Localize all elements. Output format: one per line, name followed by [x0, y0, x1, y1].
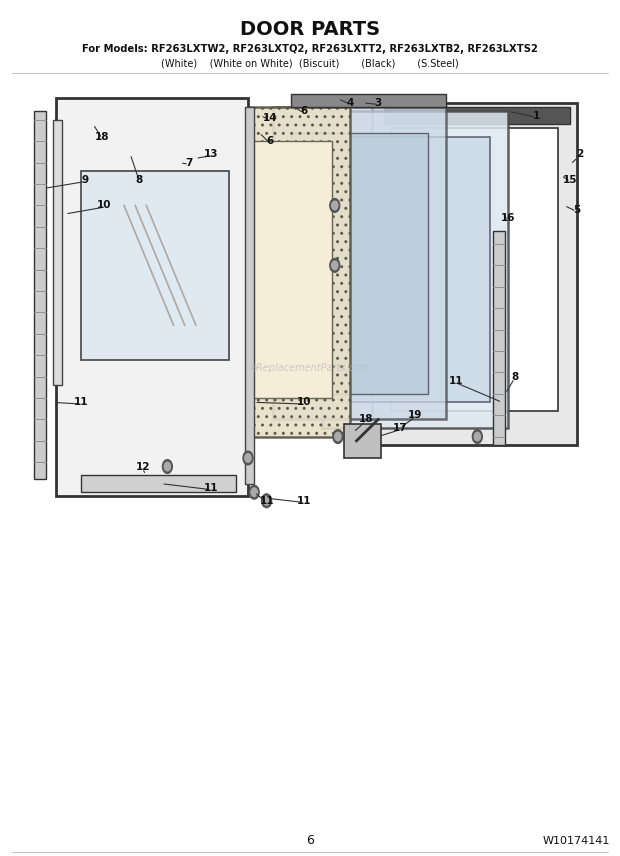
Polygon shape [341, 137, 490, 402]
Text: (White)    (White on White)  (Biscuit)       (Black)       (S.Steel): (White) (White on White) (Biscuit) (Blac… [161, 58, 459, 68]
Polygon shape [183, 107, 350, 437]
Text: 11: 11 [296, 496, 311, 506]
Text: 12: 12 [135, 461, 150, 472]
Text: 10: 10 [296, 397, 311, 407]
Text: 15: 15 [563, 175, 578, 185]
Circle shape [333, 430, 343, 443]
Text: 17: 17 [392, 423, 407, 433]
Polygon shape [291, 94, 446, 107]
Text: 1: 1 [533, 110, 540, 121]
Polygon shape [202, 141, 332, 398]
Text: 18: 18 [358, 414, 373, 425]
Circle shape [332, 261, 338, 270]
Circle shape [245, 454, 251, 462]
Text: 11: 11 [73, 397, 88, 407]
Text: 8: 8 [136, 175, 143, 185]
Polygon shape [81, 475, 236, 492]
Circle shape [249, 485, 259, 499]
Circle shape [162, 460, 172, 473]
Text: 11: 11 [259, 496, 274, 506]
Text: 6: 6 [300, 106, 308, 116]
Polygon shape [81, 171, 229, 360]
Circle shape [164, 462, 171, 471]
Circle shape [474, 432, 480, 441]
Text: 19: 19 [408, 410, 423, 420]
Polygon shape [391, 128, 558, 411]
Text: 10: 10 [97, 200, 112, 211]
Text: 8: 8 [511, 372, 518, 382]
Circle shape [251, 488, 257, 496]
Polygon shape [245, 107, 254, 484]
Polygon shape [56, 98, 248, 496]
Circle shape [330, 259, 340, 272]
Polygon shape [384, 107, 570, 124]
Text: 3: 3 [374, 98, 382, 108]
Text: 16: 16 [501, 213, 516, 223]
Circle shape [472, 430, 482, 443]
Text: 6: 6 [306, 834, 314, 847]
Text: 14: 14 [262, 113, 277, 123]
Text: 11: 11 [203, 483, 218, 493]
Text: 18: 18 [95, 132, 110, 142]
Text: 4: 4 [347, 98, 354, 108]
Text: eReplacementParts.com: eReplacementParts.com [250, 363, 370, 373]
Circle shape [332, 201, 338, 210]
Text: 2: 2 [576, 149, 583, 159]
Polygon shape [291, 133, 428, 394]
Text: 7: 7 [185, 158, 193, 168]
Circle shape [262, 494, 272, 508]
Polygon shape [372, 103, 577, 445]
Text: 11: 11 [448, 376, 463, 386]
Polygon shape [493, 231, 505, 445]
Text: For Models: RF263LXTW2, RF263LXTQ2, RF263LXTT2, RF263LXTB2, RF263LXTS2: For Models: RF263LXTW2, RF263LXTQ2, RF26… [82, 44, 538, 54]
Text: 9: 9 [82, 175, 89, 185]
Polygon shape [273, 107, 446, 419]
Circle shape [264, 496, 270, 505]
Text: W10174141: W10174141 [543, 835, 610, 846]
Text: 6: 6 [266, 136, 273, 146]
Text: DOOR PARTS: DOOR PARTS [240, 21, 380, 39]
Polygon shape [344, 424, 381, 458]
Polygon shape [322, 111, 508, 428]
Text: 13: 13 [203, 149, 218, 159]
Polygon shape [34, 111, 46, 479]
Polygon shape [53, 120, 62, 385]
Circle shape [335, 432, 341, 441]
Circle shape [243, 451, 253, 465]
Circle shape [330, 199, 340, 212]
Text: 5: 5 [573, 205, 580, 215]
